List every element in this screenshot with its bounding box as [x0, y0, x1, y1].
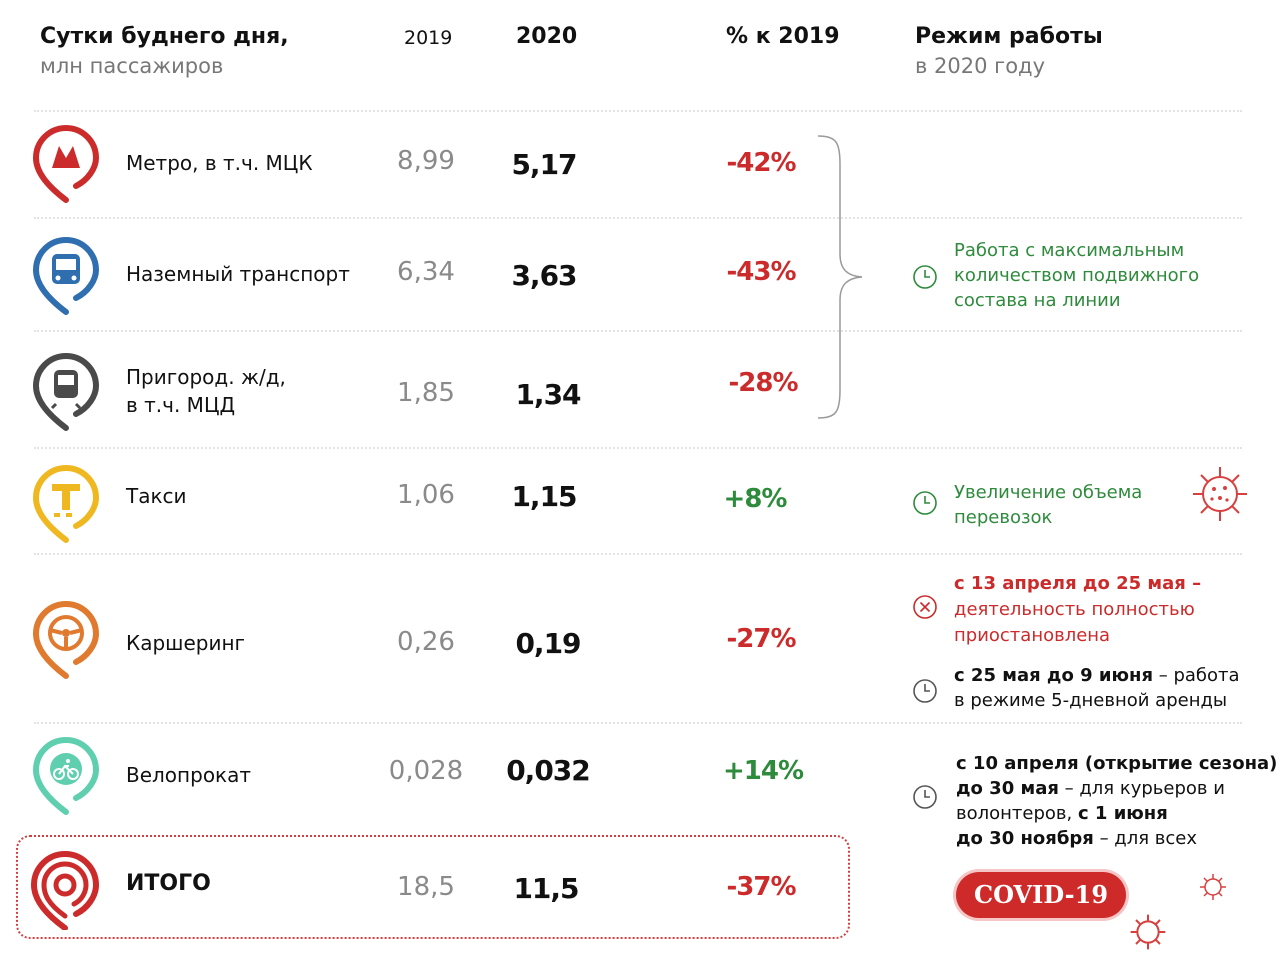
note-carsharing-resume-text: – работа [1153, 665, 1240, 686]
value-2020-bike: 0,032 [506, 754, 591, 787]
value-2019-total: 18,5 [397, 872, 455, 902]
note-bike-volunteers: волонтеров, [956, 803, 1078, 824]
virus-icon [1190, 464, 1250, 528]
total-row-frame [16, 835, 850, 939]
note-bike-line2: до 30 мая – для курьеров и [956, 776, 1225, 801]
percent-train: -28% [728, 368, 798, 398]
row-divider [34, 330, 1242, 332]
value-2020-bus: 3,63 [511, 259, 577, 292]
taxi-icon [32, 464, 100, 544]
clock-icon [912, 678, 938, 708]
percent-bike: +14% [722, 756, 804, 786]
row-label-carsharing: Каршеринг [126, 631, 246, 655]
group-brace [814, 134, 874, 424]
percent-metro: -42% [726, 148, 796, 178]
note-bike-line1: с 10 апреля (открытие сезона) [956, 753, 1278, 774]
note-carsharing-suspended-line1: с 13 апреля до 25 мая – [954, 573, 1202, 594]
percent-taxi: +8% [723, 484, 788, 514]
row-divider [34, 553, 1242, 555]
value-2019-carsharing: 0,26 [397, 627, 455, 657]
value-2019-train: 1,85 [397, 378, 455, 408]
value-2020-metro: 5,17 [511, 148, 577, 181]
note-carsharing-resume-line1: с 25 мая до 9 июня – работа [954, 663, 1240, 688]
note-bike-date-may: до 30 мая [956, 778, 1059, 799]
virus-icon [1198, 872, 1228, 906]
moscow-transport-logo [30, 850, 100, 930]
value-2020-carsharing: 0,19 [515, 627, 581, 660]
column-header-mode-subtitle: в 2020 году [915, 54, 1045, 78]
covid-badge: COVID-19 [956, 872, 1126, 918]
value-2020-train: 1,34 [515, 378, 581, 411]
value-2020-total: 11,5 [513, 872, 579, 905]
steering-wheel-icon [32, 600, 100, 680]
cancel-icon [912, 594, 938, 624]
column-header-percent: % к 2019 [726, 24, 840, 49]
row-label-bike: Велопрокат [126, 763, 252, 787]
row-label-bus: Наземный транспорт [126, 262, 350, 286]
train-icon [32, 352, 100, 432]
clock-icon [912, 264, 938, 294]
note-carsharing-suspended-line3: приостановлена [954, 625, 1111, 646]
row-divider [34, 217, 1242, 219]
value-2020-taxi: 1,15 [511, 480, 577, 513]
value-2019-bike: 0,028 [388, 756, 464, 786]
clock-icon [912, 784, 938, 814]
value-2019-metro: 8,99 [397, 146, 455, 176]
row-divider [34, 447, 1242, 449]
column-header-2019: 2019 [404, 27, 453, 49]
note-bike-line3: волонтеров, с 1 июня [956, 801, 1168, 826]
value-2019-bus: 6,34 [397, 257, 455, 287]
note-bike-date-november: до 30 ноября [956, 828, 1094, 849]
note-rail-line2: количеством подвижного [954, 265, 1200, 286]
note-rail-line3: состава на линии [954, 290, 1121, 311]
note-rail-line1: Работа с максимальным [954, 240, 1185, 261]
clock-icon [912, 490, 938, 520]
bicycle-icon [32, 736, 100, 816]
row-label-total: ИТОГО [126, 871, 211, 896]
note-carsharing-suspended-line2: деятельность полностью [954, 599, 1195, 620]
row-divider [34, 110, 1242, 112]
column-header-mode: Режим работы [915, 24, 1103, 49]
percent-bus: -43% [726, 257, 796, 287]
row-label-train-line2: в т.ч. МЦД [126, 393, 236, 417]
row-label-taxi: Такси [126, 484, 187, 508]
row-divider [34, 722, 1242, 724]
note-carsharing-resume-dates: с 25 мая до 9 июня [954, 665, 1154, 686]
note-taxi-line2: перевозок [954, 507, 1053, 528]
note-bike-everyone: – для всех [1093, 828, 1198, 849]
value-2019-taxi: 1,06 [397, 480, 455, 510]
table-subtitle: млн пассажиров [40, 54, 224, 78]
metro-icon [32, 124, 100, 204]
virus-icon [1128, 912, 1168, 956]
note-taxi-line1: Увеличение объема [954, 482, 1143, 503]
percent-carsharing: -27% [726, 624, 796, 654]
percent-total: -37% [726, 872, 796, 902]
note-bike-line4: до 30 ноября – для всех [956, 826, 1197, 851]
note-carsharing-resume-line2: в режиме 5-дневной аренды [954, 690, 1228, 711]
note-bike-date-june: с 1 июня [1077, 803, 1168, 824]
table-title: Сутки буднего дня, [40, 24, 289, 49]
row-label-metro: Метро, в т.ч. МЦК [126, 151, 313, 175]
bus-icon [32, 236, 100, 316]
column-header-2020: 2020 [516, 24, 578, 49]
row-label-train-line1: Пригород. ж/д, [126, 365, 286, 389]
note-bike-couriers: – для курьеров и [1058, 778, 1225, 799]
